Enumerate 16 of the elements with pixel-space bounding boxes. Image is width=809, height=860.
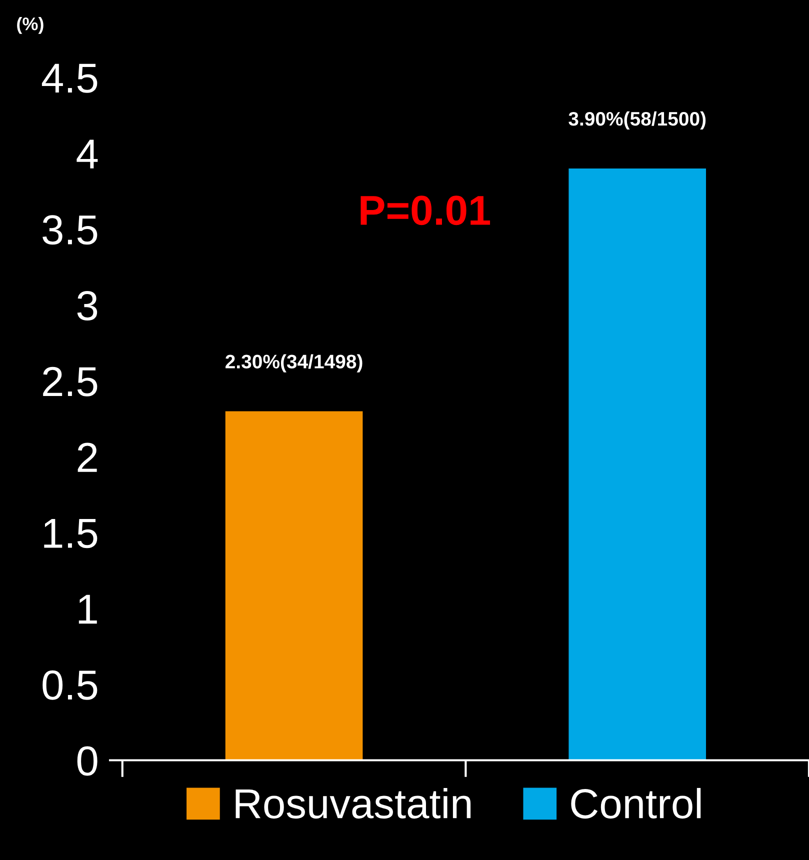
y-tick-label: 0.5: [42, 670, 98, 700]
data-label: 3.90%(58/1500): [568, 111, 706, 130]
data-label: 2.30%(34/1498): [226, 354, 362, 372]
y-tick-label: 1: [78, 594, 97, 624]
annotation: P=0.01: [360, 196, 490, 226]
y-tick-label: 4.5: [42, 64, 98, 93]
y-tick-label: 2: [78, 442, 97, 472]
y-tick-label: 1.5: [44, 519, 98, 548]
y-tick-label: 3.5: [42, 215, 98, 245]
legend-label: Control: [571, 788, 701, 819]
y-axis-title: (%): [17, 17, 44, 34]
y-tick-label: 3: [77, 291, 98, 321]
y-tick-label: 4: [76, 140, 98, 168]
legend-label: Rosuvastatin: [236, 788, 471, 819]
y-tick-label: 2.5: [43, 366, 98, 396]
y-tick-label: 0: [77, 746, 98, 776]
